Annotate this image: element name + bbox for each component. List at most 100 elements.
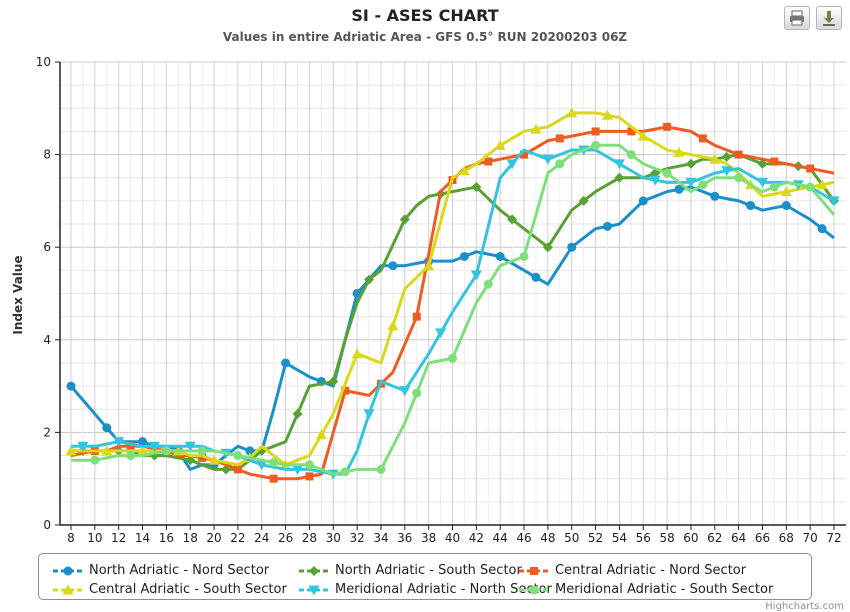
data-point[interactable] [292,464,304,475]
data-point[interactable] [530,123,542,134]
data-point[interactable] [65,445,77,456]
data-point[interactable] [470,270,482,281]
data-point[interactable] [698,134,707,143]
data-point[interactable] [781,201,791,211]
series-4[interactable] [65,107,835,470]
data-point[interactable] [471,182,482,193]
data-point[interactable] [698,180,708,190]
data-point[interactable] [315,429,327,440]
legend-marker[interactable] [530,567,538,575]
data-point[interactable] [245,446,255,456]
legend-marker[interactable] [309,566,319,576]
data-point[interactable] [208,454,220,465]
data-point[interactable] [662,168,672,178]
data-point[interactable] [626,150,636,160]
data-point[interactable] [256,460,268,471]
series-6[interactable] [71,140,836,477]
data-point[interactable] [746,201,756,211]
data-point[interactable] [387,320,399,331]
data-point[interactable] [710,191,720,201]
data-point[interactable] [495,251,505,261]
data-point[interactable] [233,451,243,461]
data-point[interactable] [341,386,350,395]
data-point[interactable] [399,386,411,397]
data-point[interactable] [627,127,636,136]
data-point[interactable] [269,457,279,467]
data-point[interactable] [351,348,363,359]
data-point[interactable] [637,130,649,141]
data-point[interactable] [542,242,553,253]
series-group[interactable] [65,107,840,483]
data-point[interactable] [614,172,625,183]
data-point[interactable] [734,173,744,183]
data-point[interactable] [769,182,779,192]
data-point[interactable] [494,139,506,150]
data-point[interactable] [459,251,469,261]
data-point[interactable] [126,442,135,451]
series-line[interactable] [71,148,835,476]
data-point[interactable] [685,158,696,169]
data-point[interactable] [423,260,435,271]
data-point[interactable] [233,465,242,474]
data-point[interactable] [77,441,89,452]
data-point[interactable] [376,464,386,474]
data-point[interactable] [601,109,613,120]
data-point[interactable] [484,157,493,166]
data-point[interactable] [578,195,589,206]
data-point[interactable] [566,107,578,118]
data-point[interactable] [483,279,493,289]
data-point[interactable] [638,196,648,206]
data-point[interactable] [721,151,732,162]
data-point[interactable] [663,122,672,131]
data-point[interactable] [448,353,457,363]
export-button[interactable] [816,6,842,30]
data-point[interactable] [816,179,828,190]
series-line[interactable] [71,111,835,467]
data-point[interactable] [292,408,303,419]
credits[interactable]: Highcharts.com [765,601,844,612]
data-point[interactable] [734,150,743,159]
data-point[interactable] [364,274,375,285]
legend-marker[interactable] [63,566,73,576]
data-point[interactable] [756,177,768,188]
data-point[interactable] [555,134,564,143]
print-button[interactable] [784,6,810,30]
data-point[interactable] [184,441,196,452]
data-point[interactable] [66,381,76,391]
data-point[interactable] [817,224,827,234]
data-point[interactable] [113,437,125,448]
data-point[interactable] [137,445,149,456]
data-point[interactable] [458,165,470,176]
series-line[interactable] [69,185,835,471]
data-point[interactable] [328,376,339,387]
data-point[interactable] [602,221,612,231]
data-point[interactable] [305,472,314,481]
data-point[interactable] [828,196,840,207]
data-point[interactable] [531,272,541,282]
data-point[interactable] [102,423,112,433]
data-point[interactable] [591,140,601,150]
data-point[interactable] [412,388,422,398]
data-point[interactable] [591,127,600,136]
data-point[interactable] [757,158,768,169]
data-point[interactable] [281,358,291,368]
data-point[interactable] [674,184,684,194]
data-point[interactable] [685,177,697,188]
data-point[interactable] [388,261,398,271]
data-point[interactable] [138,437,148,447]
data-point[interactable] [340,467,350,477]
data-point[interactable] [806,164,815,173]
data-point[interactable] [197,446,207,456]
legend-marker[interactable] [62,584,74,595]
data-point[interactable] [101,445,113,456]
data-point[interactable] [805,182,815,192]
data-point[interactable] [673,146,685,157]
data-point[interactable] [649,175,661,186]
data-point[interactable] [506,159,518,170]
data-point[interactable] [304,460,314,470]
data-point[interactable] [90,455,100,465]
data-point[interactable] [519,251,529,261]
data-point[interactable] [185,455,196,466]
data-point[interactable] [780,186,792,197]
legend-marker[interactable] [308,585,320,596]
